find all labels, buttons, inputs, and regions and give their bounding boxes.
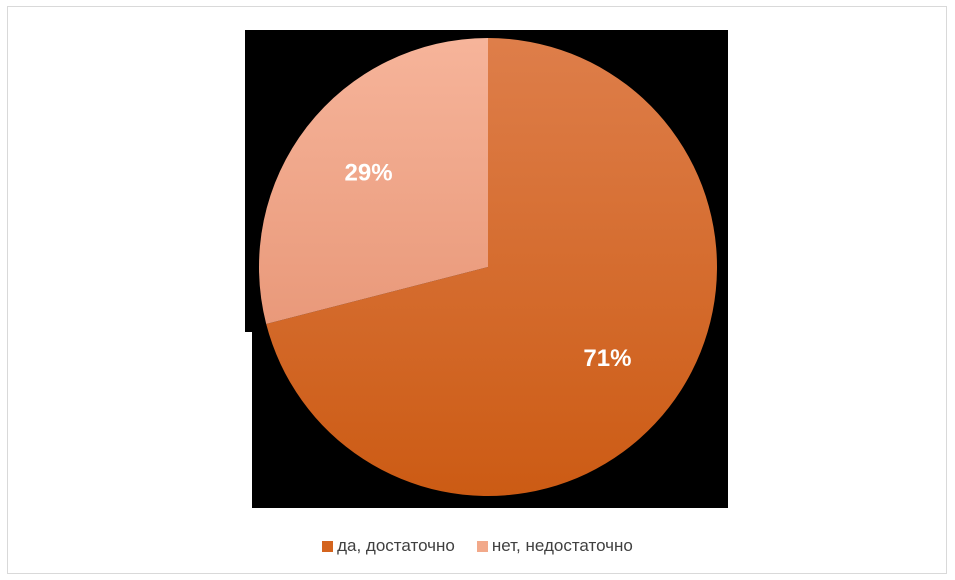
legend: да, достаточно нет, недостаточно: [0, 536, 955, 556]
pie-slice-1[interactable]: [259, 38, 488, 324]
legend-swatch-da: [322, 540, 334, 552]
legend-item-net[interactable]: нет, недостаточно: [476, 536, 633, 556]
pie-slice-0[interactable]: [266, 38, 717, 497]
legend-swatch-net: [476, 540, 488, 552]
pie-data-label-1: 29%: [345, 160, 393, 187]
legend-item-da[interactable]: да, достаточно: [322, 536, 455, 556]
legend-label-net: нет, недостаточно: [491, 536, 633, 555]
pie-data-label-0: 71%: [583, 345, 631, 372]
pie-slices: [259, 38, 717, 497]
legend-label-da: да, достаточно: [337, 536, 455, 555]
pie-data-labels: 71% 29%: [345, 160, 632, 372]
